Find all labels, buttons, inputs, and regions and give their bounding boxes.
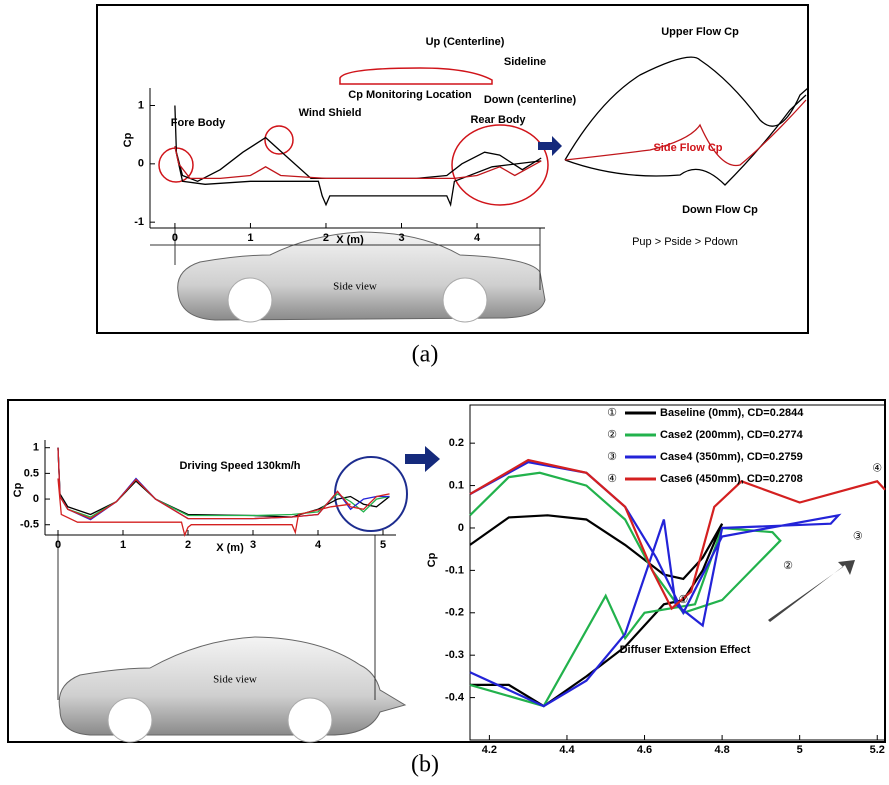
y-tick-label: 0.2 [449, 437, 464, 449]
y-tick-label: -1 [134, 216, 144, 228]
panel-a-frame [96, 4, 809, 334]
series-line [469, 458, 886, 611]
wheel [107, 697, 153, 743]
y-tick-label: 1 [138, 99, 144, 111]
legend-label: Baseline (0mm), CD=0.2844 [660, 407, 804, 419]
y-tick-label: 0.5 [24, 467, 39, 479]
curve-marker: ② [783, 560, 793, 572]
x-tick-label: 4 [315, 539, 322, 551]
series-line [469, 471, 782, 708]
y-axis-label: Cp [12, 482, 24, 497]
annotation: Fore Body [171, 117, 226, 129]
plot: -0.5 0 0.5 1 0 1 2 3 4 5 Cp X (m) Driving Speed 130k… [12, 440, 396, 686]
annotation: Rear Body [470, 114, 526, 126]
legend-label: Case4 (350mm), CD=0.2759 [660, 451, 803, 463]
guide-lines [57, 228, 541, 700]
annotation: Cp Monitoring Location [348, 89, 472, 101]
y-tick-label: -0.1 [445, 564, 464, 576]
series-line [57, 447, 390, 518]
series-line [469, 461, 842, 708]
panel-label: (a) [412, 342, 439, 368]
annotation: Up (Centerline) [426, 36, 505, 48]
y-tick-label: -0.5 [20, 519, 39, 531]
x-tick-label: 0 [55, 539, 61, 551]
highlight-circle [334, 456, 408, 532]
arrow [538, 136, 562, 156]
x-axis-label: X (m) [216, 542, 244, 554]
series-line [469, 514, 724, 708]
series-line [174, 105, 542, 183]
series-line [174, 146, 542, 207]
x-axis-label: X (m) [336, 234, 364, 246]
curve-marker: ① [678, 594, 688, 606]
plot-frame [469, 404, 886, 741]
y-tick-label: 0 [33, 493, 39, 505]
x-tick-label: 3 [250, 539, 256, 551]
x-tick-label: 2 [323, 232, 329, 244]
x-tick-label: 4.6 [637, 744, 652, 756]
curve-marker: ④ [872, 463, 882, 475]
x-tick-label: 4.2 [482, 744, 497, 756]
annotation: Sideline [504, 56, 546, 68]
y-tick-label: -0.2 [445, 607, 464, 619]
series-line [57, 447, 390, 520]
y-axis-label: Cp [122, 132, 134, 147]
annotation: Driving Speed 130km/h [179, 460, 300, 472]
wheel [227, 277, 273, 323]
legend-marker: ④ [607, 473, 617, 485]
annotation: Down (centerline) [484, 94, 577, 106]
annotation: Upper Flow Cp [661, 26, 739, 38]
trend-arrow [768, 560, 855, 622]
annotation: Wind Shield [299, 107, 362, 119]
annotation: Side view [213, 674, 257, 686]
plot: -1 0 1 0 1 2 3 4 Cp X (m) Fore Body Wind Shield Rear… [122, 26, 758, 293]
legend-marker: ① [607, 407, 617, 419]
x-tick-label: 5 [797, 744, 803, 756]
series-line [57, 447, 390, 521]
x-tick-label: 2 [185, 539, 191, 551]
annotation: Pup > Pside > Pdown [632, 236, 738, 248]
y-tick-label: -0.4 [445, 692, 465, 704]
annotation: Down Flow Cp [682, 204, 758, 216]
legend-label: Case6 (450mm), CD=0.2708 [660, 473, 803, 485]
wheel [442, 277, 488, 323]
legend-marker: ③ [607, 451, 617, 463]
x-tick-label: 4.4 [559, 744, 575, 756]
plot: -0.4 -0.3 -0.2 -0.1 0 0.1 0.2 4.2 4.4 4.6 4.8 5 5.2 C… [426, 404, 886, 756]
x-tick-label: 4 [474, 232, 481, 244]
y-tick-label: -0.3 [445, 649, 464, 661]
series-line [57, 478, 351, 538]
y-tick-label: 0 [138, 158, 144, 170]
y-tick-label: 0 [458, 522, 464, 534]
legend-label: Case2 (200mm), CD=0.2774 [660, 429, 804, 441]
x-tick-label: 3 [398, 232, 404, 244]
zoom-curves [564, 56, 809, 186]
y-tick-label: 0.1 [449, 479, 464, 491]
x-tick-label: 5 [380, 539, 386, 551]
arrow [405, 446, 440, 472]
annotation: Side view [333, 281, 377, 293]
x-tick-label: 1 [247, 232, 253, 244]
x-tick-label: 5.2 [870, 744, 885, 756]
series-line [174, 146, 542, 180]
panel-label: (b) [411, 752, 439, 778]
x-tick-label: 1 [120, 539, 126, 551]
x-tick-label: 4.8 [714, 744, 729, 756]
curve-marker: ③ [853, 530, 863, 542]
x-tick-label: 0 [172, 232, 178, 244]
annotation: Side Flow Cp [653, 142, 722, 154]
annotation: Diffuser Extension Effect [620, 644, 751, 656]
legend-marker: ② [607, 429, 617, 441]
y-axis-label: Cp [426, 552, 438, 567]
wheel [287, 697, 333, 743]
y-tick-label: 1 [33, 442, 39, 454]
